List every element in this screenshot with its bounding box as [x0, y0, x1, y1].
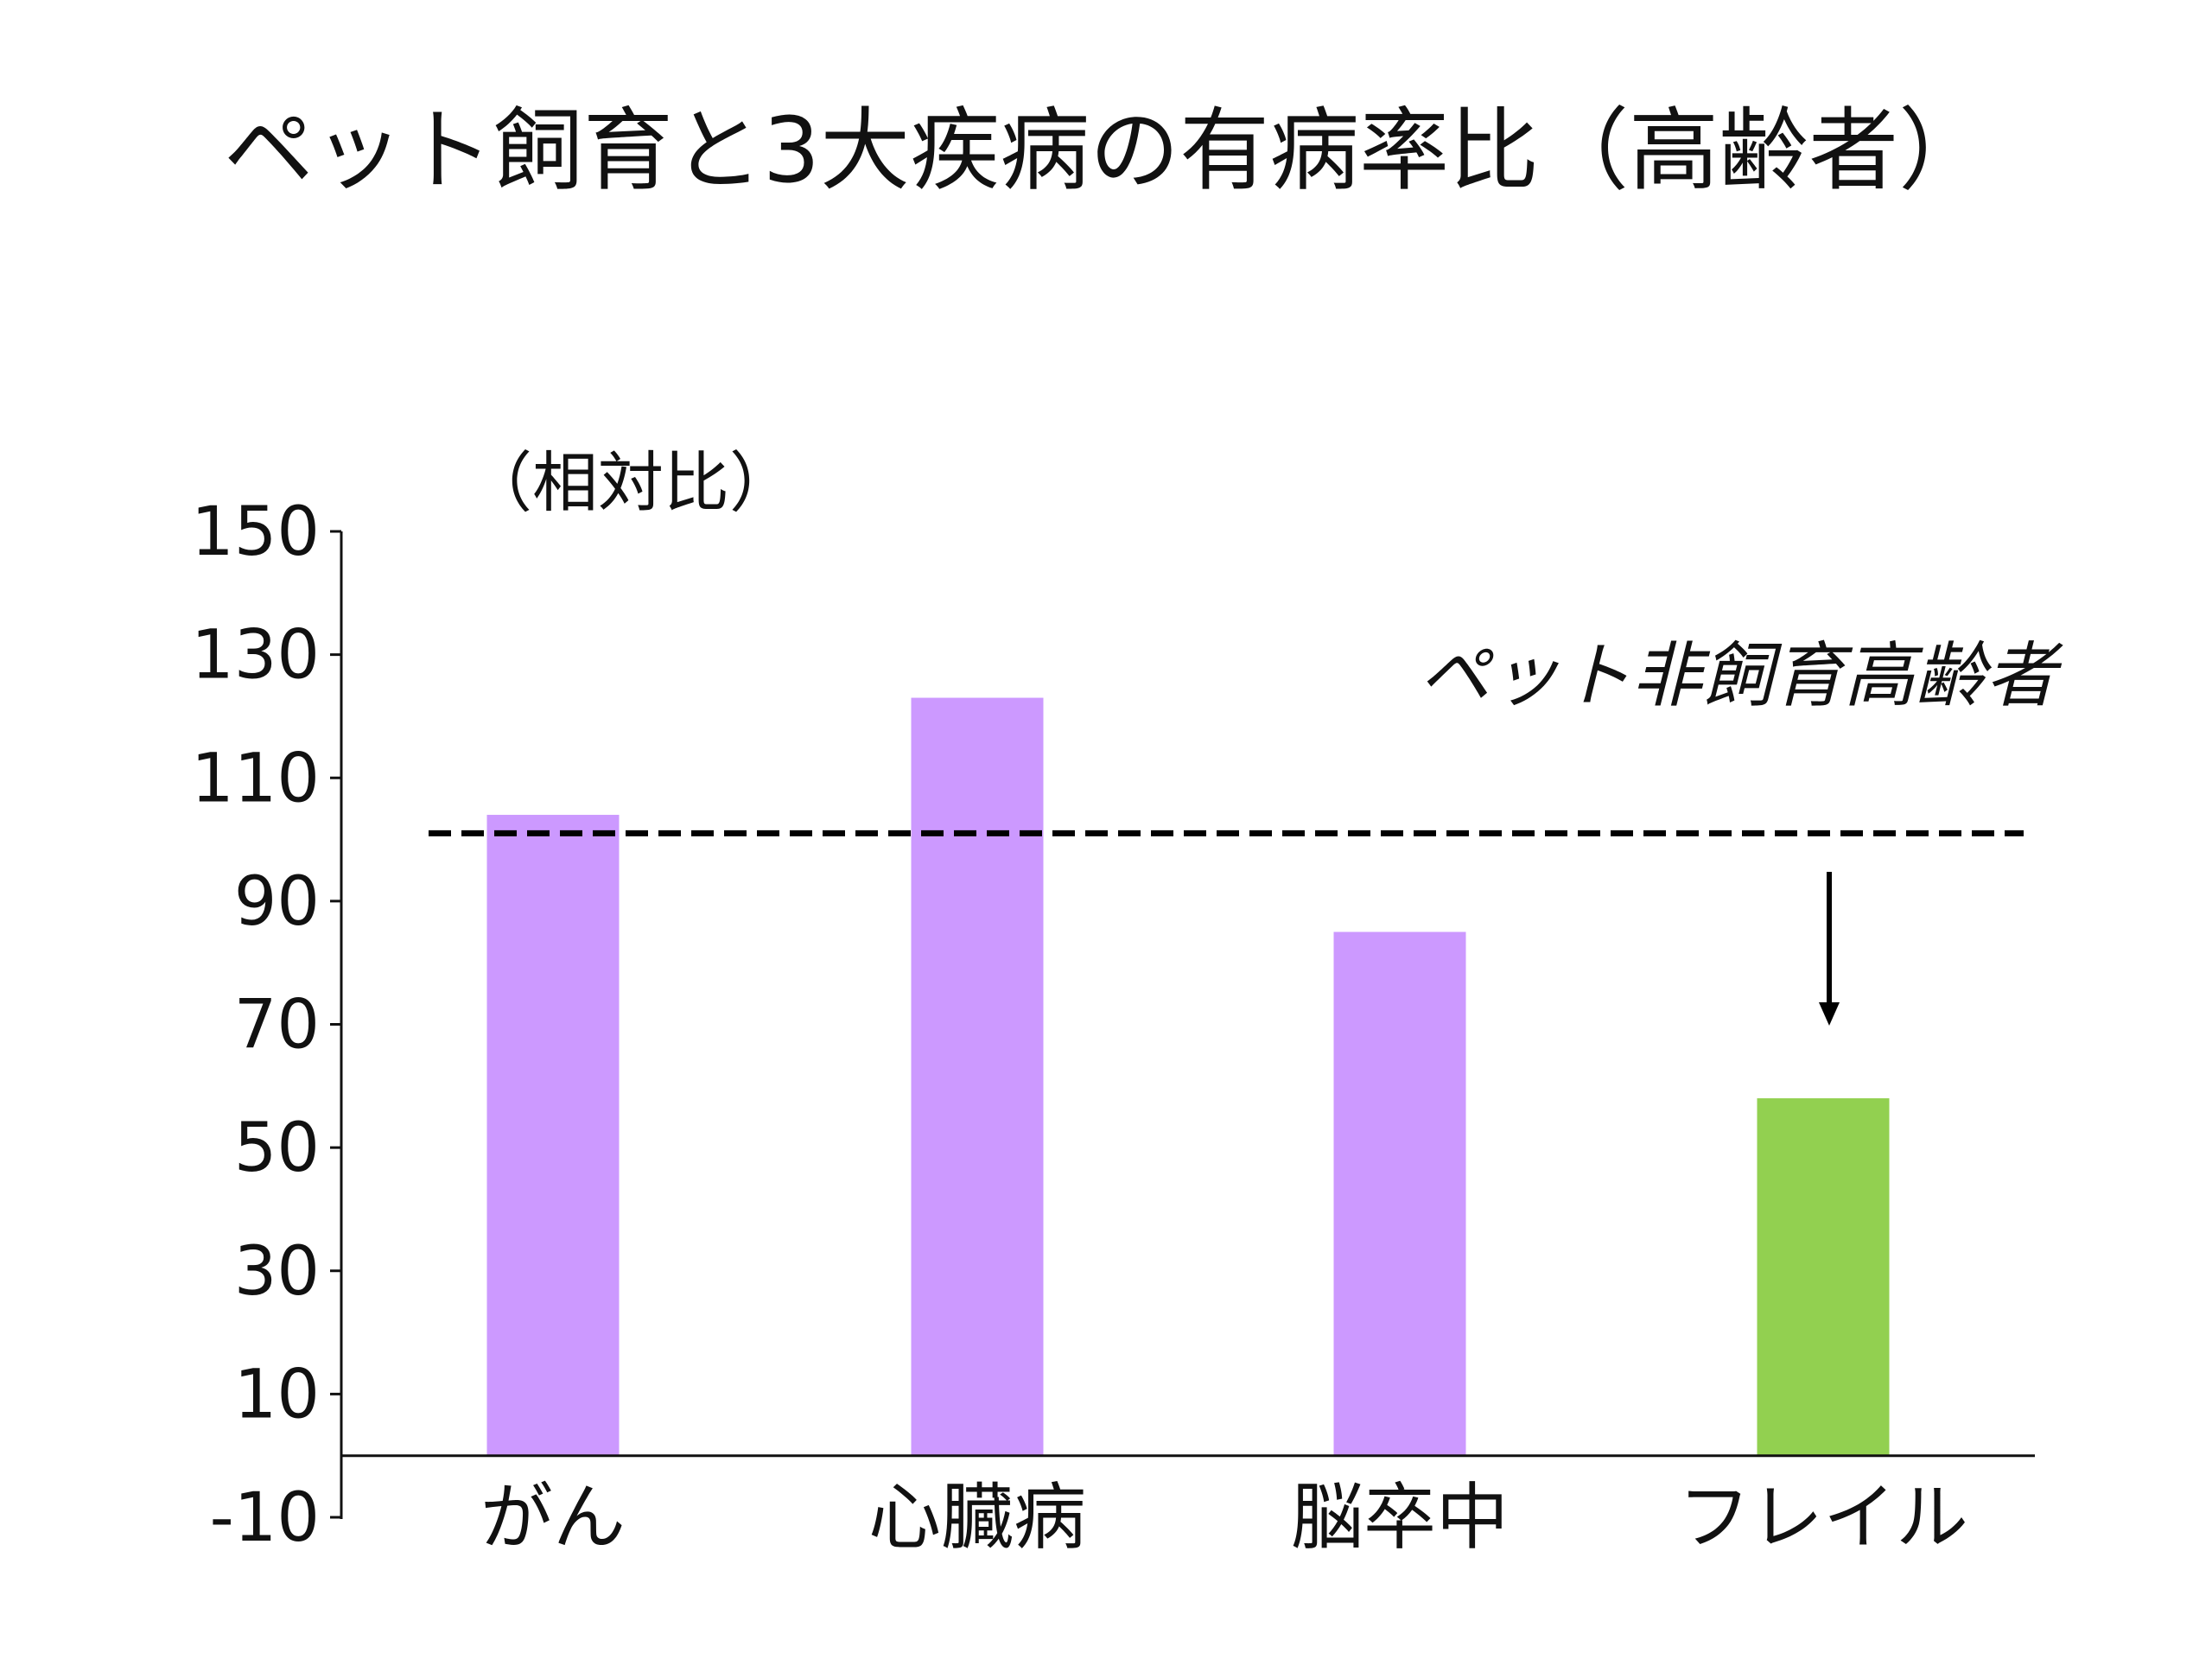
- y-tick-label: 10: [234, 1356, 320, 1433]
- x-tick-label: 脳卒中: [1291, 1475, 1509, 1560]
- reference-line-label: ペット非飼育高齢者: [1419, 635, 2063, 717]
- y-tick-label: 110: [191, 740, 320, 817]
- y-tick-label: 130: [191, 617, 320, 695]
- y-tick-label: 70: [234, 987, 320, 1065]
- y-tick-label: 50: [234, 1109, 320, 1187]
- y-tick-label: 150: [191, 493, 320, 571]
- down-arrow-icon: [1819, 872, 1840, 1026]
- y-tick-label: 90: [234, 863, 320, 941]
- bar-0: [486, 815, 620, 1456]
- y-tick-label: 30: [234, 1233, 320, 1311]
- x-tick-label: がん: [480, 1475, 626, 1560]
- bar-2: [1333, 931, 1466, 1456]
- y-axis-label: （相対比）: [467, 444, 795, 521]
- x-tick-label: フレイル: [1678, 1475, 1968, 1560]
- y-tick-label: -10: [210, 1479, 320, 1557]
- bar-1: [911, 697, 1044, 1456]
- chart-title: ペット飼育と3大疾病の有病率比（高齢者）: [224, 98, 1988, 203]
- bar-3: [1757, 1098, 1890, 1456]
- x-tick-label: 心臓病: [868, 1475, 1086, 1560]
